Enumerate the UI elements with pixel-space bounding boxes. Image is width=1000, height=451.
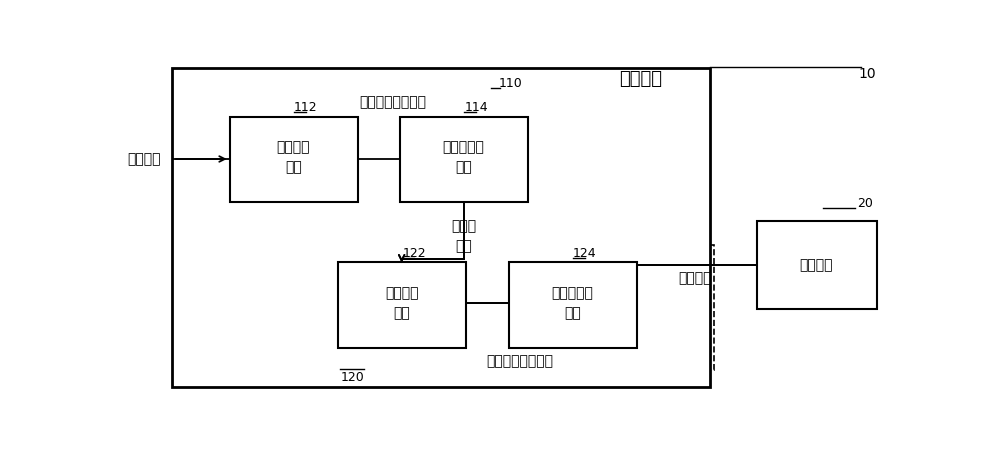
FancyBboxPatch shape	[509, 262, 637, 348]
Text: 第一负反馈
电路: 第一负反馈 电路	[551, 286, 593, 320]
Text: 第一压降
单元: 第一压降 单元	[276, 141, 310, 174]
Text: 112: 112	[294, 101, 318, 114]
FancyBboxPatch shape	[400, 117, 528, 202]
Text: 122: 122	[402, 247, 426, 260]
Text: 110: 110	[499, 77, 522, 90]
Text: 120: 120	[340, 371, 364, 384]
Text: 124: 124	[573, 247, 597, 260]
FancyBboxPatch shape	[334, 245, 714, 370]
Text: 偏置电路: 偏置电路	[619, 70, 662, 88]
Text: 10: 10	[859, 67, 876, 81]
Text: 114: 114	[464, 101, 488, 114]
FancyBboxPatch shape	[230, 117, 358, 202]
Text: 第二级自调整环路: 第二级自调整环路	[487, 354, 554, 368]
FancyBboxPatch shape	[757, 221, 877, 309]
FancyBboxPatch shape	[226, 92, 606, 217]
Text: 第一负反馈
电路: 第一负反馈 电路	[443, 141, 485, 174]
Text: 振荡单元: 振荡单元	[800, 258, 833, 272]
Text: 第二压降
单元: 第二压降 单元	[385, 286, 418, 320]
Text: 负反馈
电压: 负反馈 电压	[451, 220, 476, 253]
FancyBboxPatch shape	[172, 68, 710, 387]
Text: 20: 20	[857, 198, 873, 210]
FancyBboxPatch shape	[338, 262, 466, 348]
Text: 电源电压: 电源电压	[128, 152, 161, 166]
Text: 第一级自调整环路: 第一级自调整环路	[359, 95, 426, 109]
Text: 振荡电压: 振荡电压	[678, 271, 711, 285]
